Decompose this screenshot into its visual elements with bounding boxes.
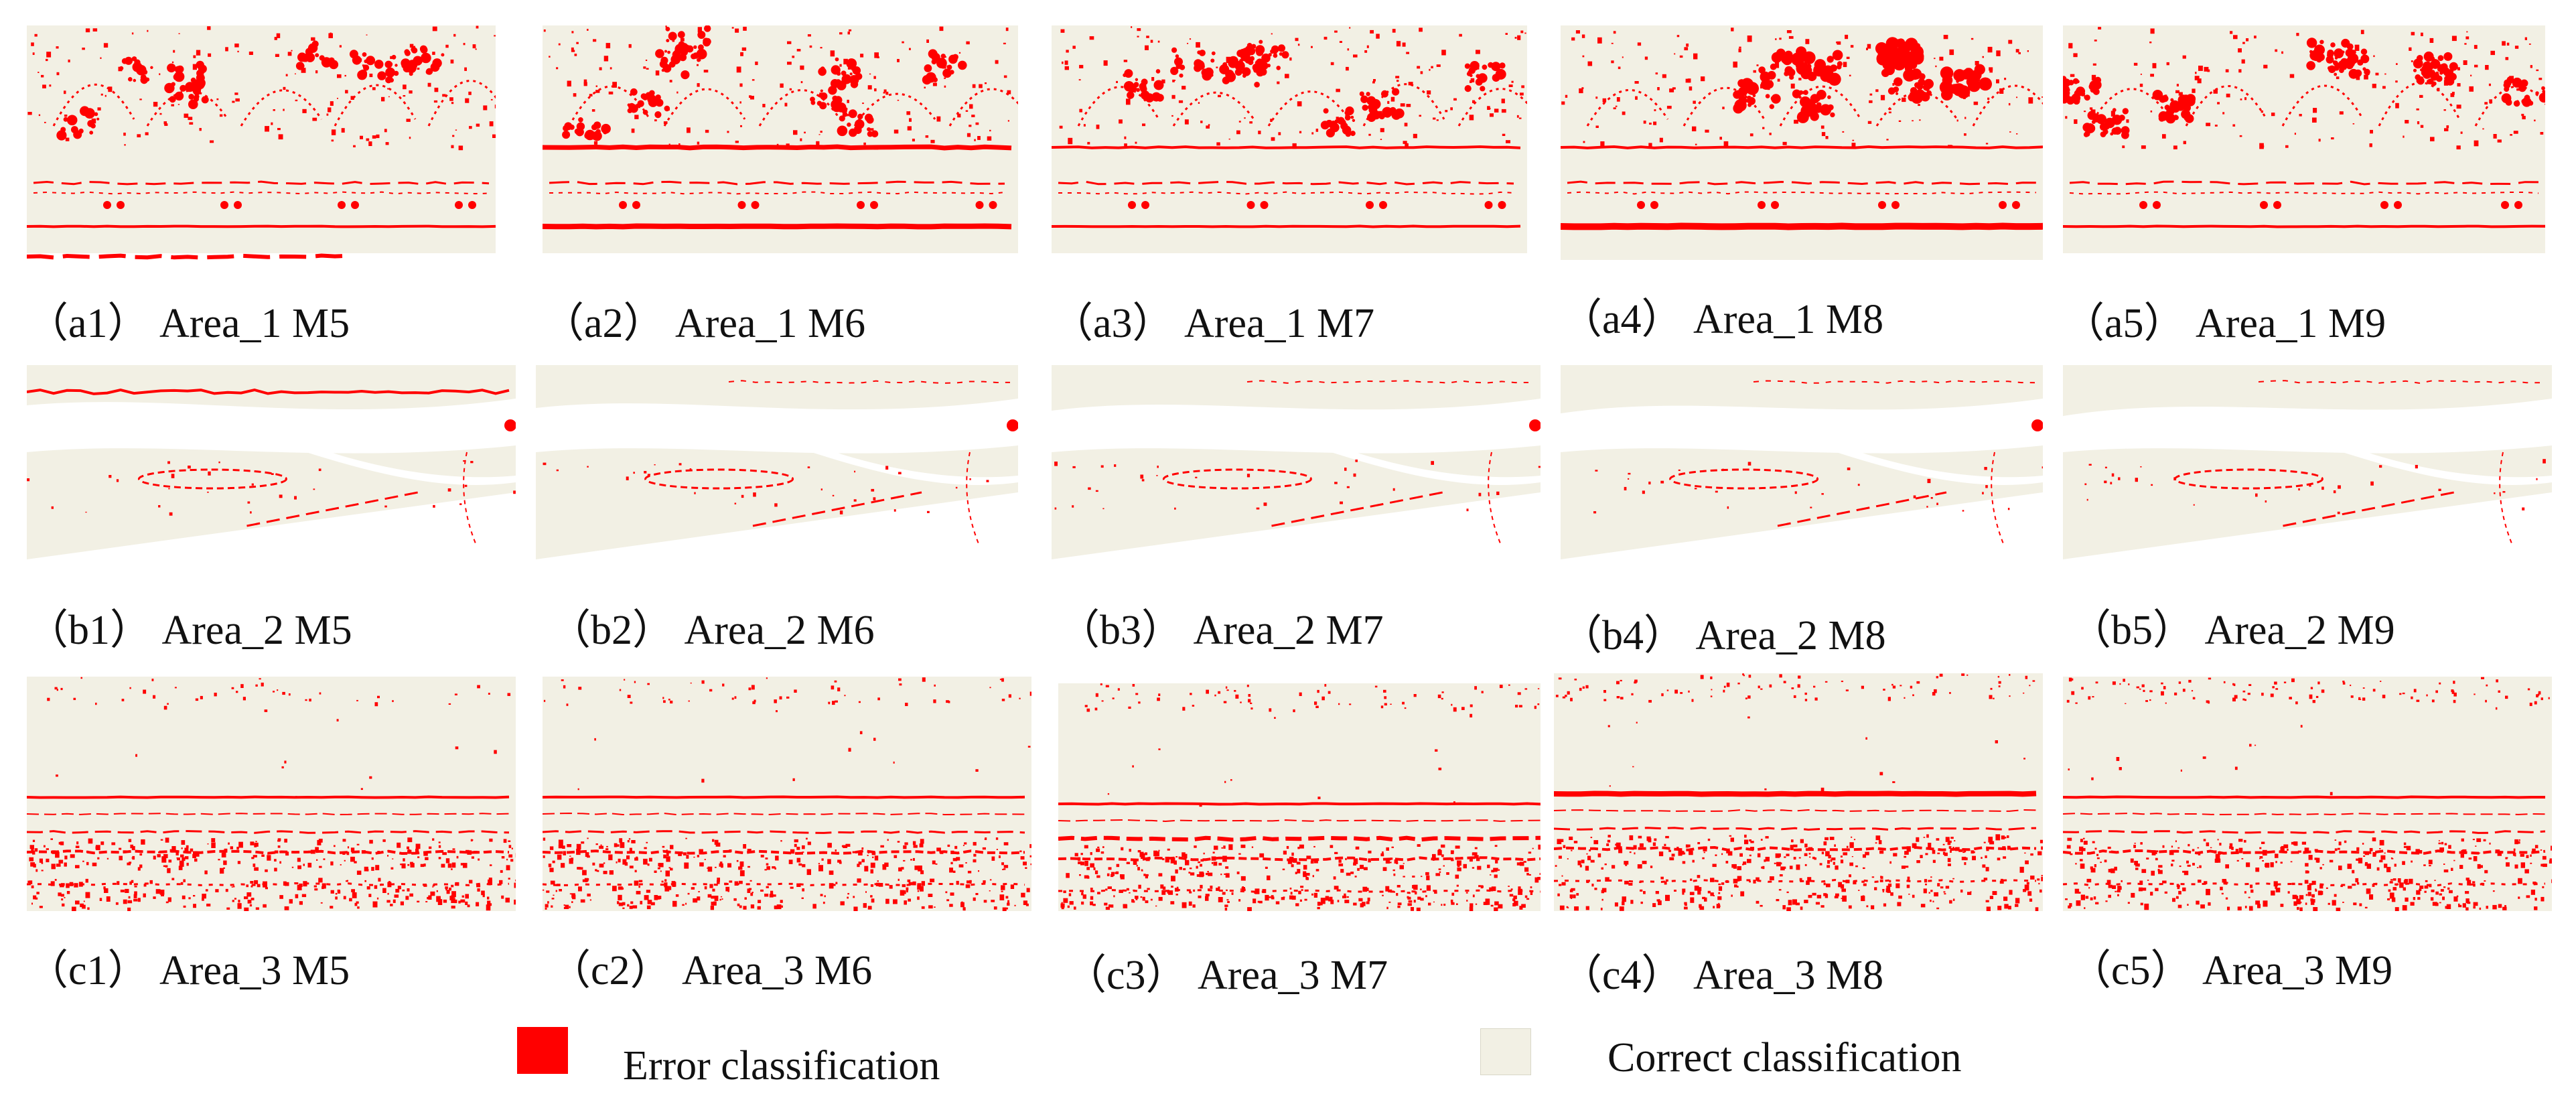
caption-c1: （c1） Area_3 M5 [27,948,350,993]
panel-c5 [2063,677,2552,911]
panel-c1 [27,677,516,911]
panel-b5 [2063,365,2552,566]
caption-a1: （a1） Area_1 M5 [27,301,350,346]
panel-b4 [1561,365,2043,566]
caption-b4: （b4） Area_2 M8 [1561,613,1886,659]
panel-b3 [1052,365,1541,566]
panel-b1 [27,365,516,566]
panel-b2 [536,365,1018,566]
panel-a5 [2063,25,2545,267]
panel-a2 [543,25,1018,267]
caption-b1: （b1） Area_2 M5 [27,608,352,653]
legend-correct-swatch [1480,1028,1531,1075]
legend-error-swatch [517,1027,568,1074]
panel-a4 [1561,25,2043,267]
caption-b3: （b3） Area_2 M7 [1058,608,1384,653]
caption-c3: （c3） Area_3 M7 [1065,953,1388,998]
legend-correct-label: Correct classification [1607,1035,1962,1081]
panel-c2 [543,677,1031,911]
caption-c5: （c5） Area_3 M9 [2070,948,2393,993]
caption-c2: （c2） Area_3 M6 [549,948,873,993]
caption-b5: （b5） Area_2 M9 [2070,608,2395,653]
panel-a3 [1052,25,1527,267]
caption-c4: （c4） Area_3 M8 [1561,953,1884,998]
caption-b2: （b2） Area_2 M6 [549,608,875,653]
panel-a1 [27,25,496,267]
caption-a3: （a3） Area_1 M7 [1052,301,1375,346]
caption-a2: （a2） Area_1 M6 [543,301,866,346]
panel-c4 [1554,673,2043,911]
panel-c3 [1058,683,1541,911]
legend-error-label: Error classification [623,1043,940,1089]
caption-a5: （a5） Area_1 M9 [2063,301,2386,346]
caption-a4: （a4） Area_1 M8 [1561,297,1884,342]
